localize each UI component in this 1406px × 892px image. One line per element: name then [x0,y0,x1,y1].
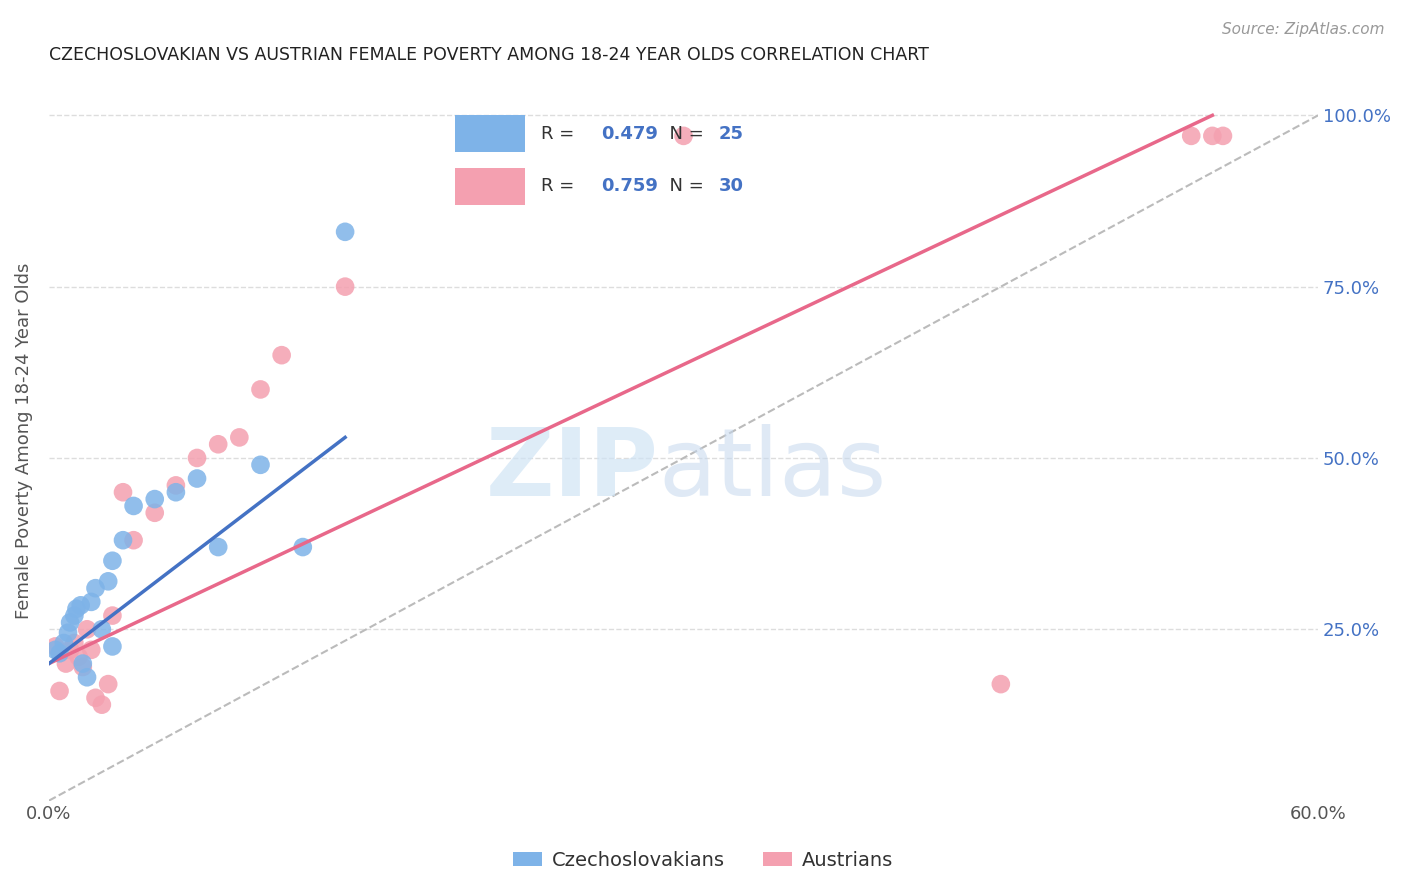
Point [48,684,70,698]
Point [122,499,145,513]
Point [67,649,90,664]
Point [249,458,271,472]
Point [76,670,98,684]
Point [165,485,187,500]
Point [122,533,145,548]
Point [80,595,103,609]
Legend: Czechoslovakians, Austrians: Czechoslovakians, Austrians [505,843,901,878]
Point [63,636,86,650]
Point [101,554,124,568]
Point [249,383,271,397]
Point [76,622,98,636]
Point [63,608,86,623]
Point [90,622,112,636]
Point [672,128,695,143]
Point [97,574,120,589]
Point [72,657,94,671]
Text: CZECHOSLOVAKIAN VS AUSTRIAN FEMALE POVERTY AMONG 18-24 YEAR OLDS CORRELATION CHA: CZECHOSLOVAKIAN VS AUSTRIAN FEMALE POVER… [49,46,929,64]
Point [1180,128,1202,143]
Point [48,646,70,660]
Point [111,485,134,500]
Point [56,625,79,640]
Point [333,225,356,239]
Point [503,128,526,143]
Point [143,492,166,507]
Text: atlas: atlas [658,424,886,516]
Y-axis label: Female Poverty Among 18-24 Year Olds: Female Poverty Among 18-24 Year Olds [15,262,32,619]
Point [44,643,66,657]
Point [55,657,77,671]
Text: Source: ZipAtlas.com: Source: ZipAtlas.com [1222,22,1385,37]
Point [333,279,356,293]
Point [165,478,187,492]
Text: ZIP: ZIP [485,424,658,516]
Point [186,450,208,465]
Point [101,640,124,654]
Point [990,677,1012,691]
Point [44,640,66,654]
Point [59,615,82,630]
Point [207,437,229,451]
Point [84,690,107,705]
Point [59,643,82,657]
Point [1201,128,1223,143]
Point [90,698,112,712]
Point [111,533,134,548]
Point [270,348,292,362]
Point [228,430,250,444]
Point [65,601,87,615]
Point [291,540,314,554]
Point [52,636,75,650]
Point [461,128,484,143]
Point [72,660,94,674]
Point [1212,128,1234,143]
Point [101,608,124,623]
Point [84,581,107,595]
Point [69,599,91,613]
Point [207,540,229,554]
Point [186,471,208,485]
Point [97,677,120,691]
Point [80,643,103,657]
Point [143,506,166,520]
